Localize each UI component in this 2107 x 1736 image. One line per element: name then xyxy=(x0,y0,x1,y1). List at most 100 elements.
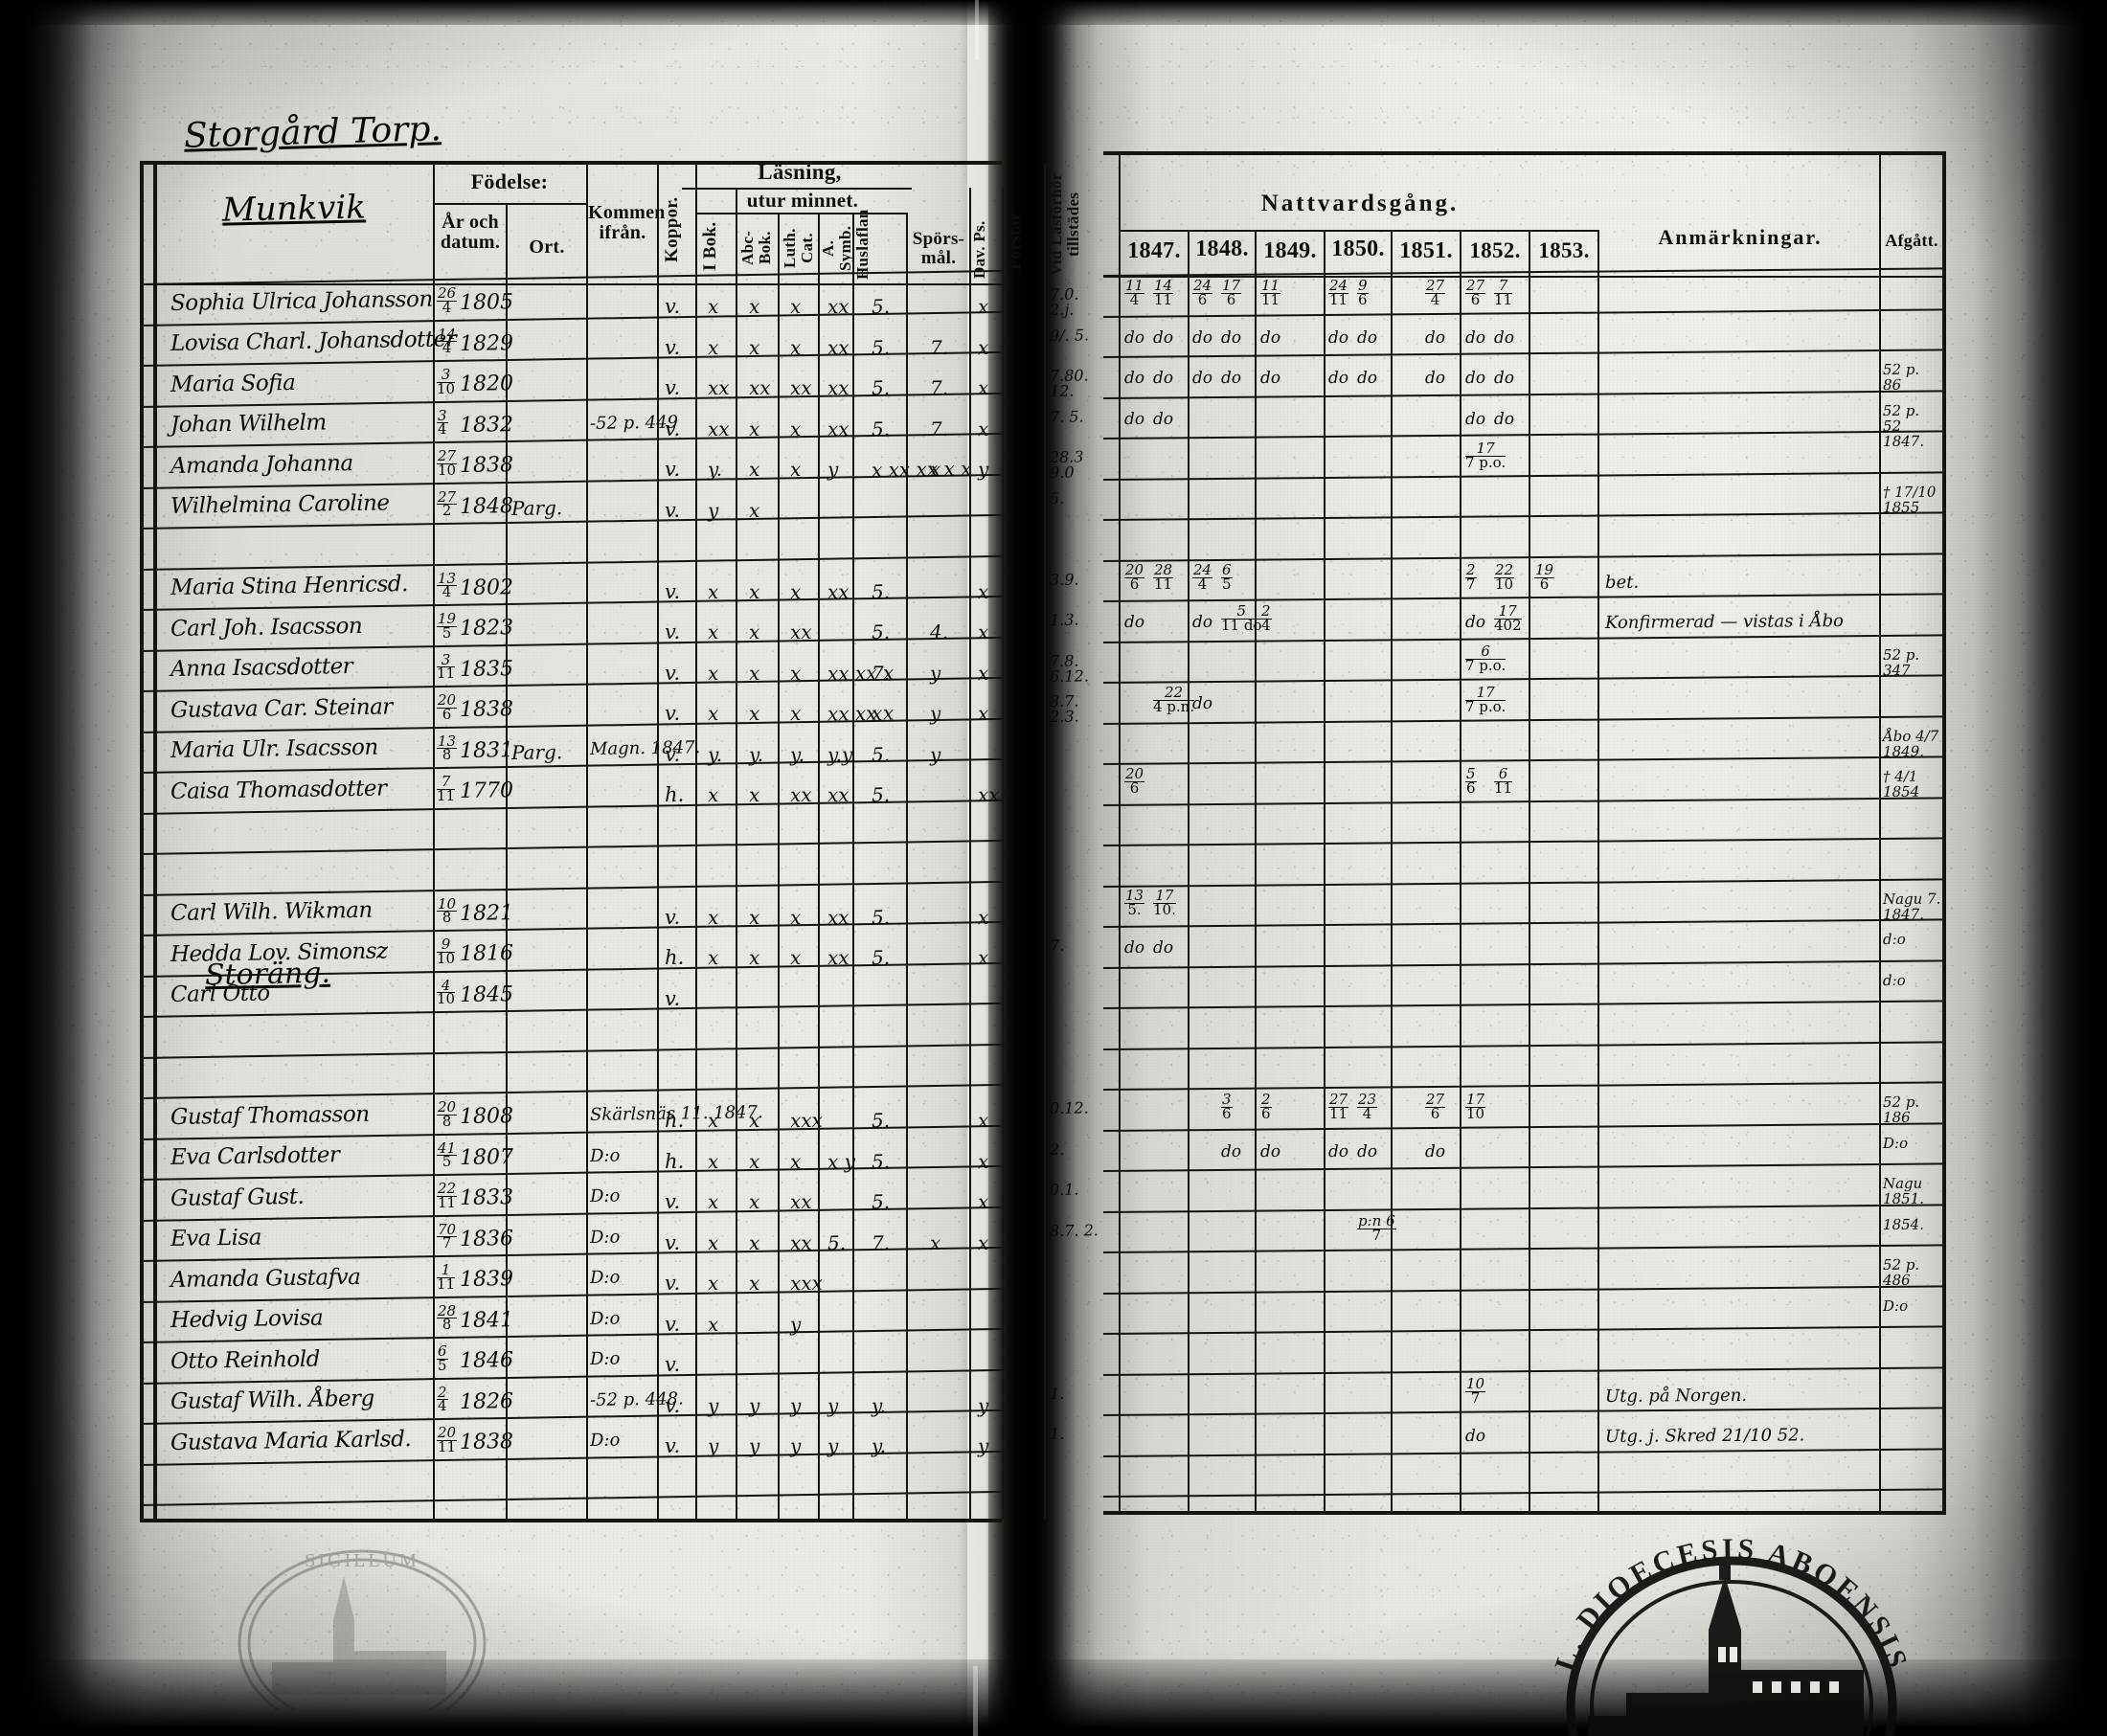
row-rule xyxy=(1102,552,1946,562)
row-rule xyxy=(1102,755,1946,765)
birth-date-fraction: 14 4 xyxy=(437,325,458,357)
page-gutter-shadow xyxy=(985,0,1076,1736)
reading-mark: 5. xyxy=(871,335,891,359)
lasforhor-attendance: 0.12. xyxy=(1049,1098,1089,1117)
reading-mark: x xyxy=(748,1189,760,1214)
communion-date: 20 6 xyxy=(1124,764,1145,797)
reading-mark: x xyxy=(707,1189,719,1214)
reading-mark: y xyxy=(827,1393,839,1417)
header-birth-year: År och datum. xyxy=(440,212,501,253)
reading-mark: xx xyxy=(827,945,850,970)
reading-mark: x xyxy=(977,661,989,685)
lasforhor-attendance: 1. xyxy=(1049,1384,1065,1403)
reading-mark: x xyxy=(748,620,760,644)
birth-date-fraction: 20 11 xyxy=(437,1424,458,1455)
reading-mark: x xyxy=(789,945,802,970)
header-utur-minnet: utur minnet. xyxy=(746,189,859,212)
reading-mark: y xyxy=(789,1393,802,1417)
lasforhor-attendance: 8.7. 2.3. xyxy=(1049,691,1079,726)
row-rule xyxy=(1102,470,1946,481)
communion-ditto: do xyxy=(1464,368,1486,388)
communion-date: 7 11 xyxy=(1494,277,1513,308)
reading-mark: xx xyxy=(827,417,850,440)
village-label: Munkvik xyxy=(221,188,367,230)
reading-mark: x xyxy=(789,335,802,359)
birth-date-fraction: 41 5 xyxy=(437,1139,458,1171)
reading-mark: x xyxy=(748,294,760,319)
smallpox-mark: v. xyxy=(664,417,681,440)
birth-year: 1820 xyxy=(459,372,514,396)
communion-date: 27 6 xyxy=(1465,277,1486,308)
birth-date-fraction: 70 7 xyxy=(437,1220,458,1252)
row-rule xyxy=(1102,1407,1946,1416)
smallpox-mark: v. xyxy=(664,661,681,685)
departed-note: Nagu 1851. xyxy=(1882,1174,1925,1207)
communion-ditto: do xyxy=(1356,1141,1378,1161)
year-label-1851: 1851. xyxy=(1399,238,1453,263)
reading-mark: x xyxy=(748,701,760,726)
birth-year: 1845 xyxy=(459,981,514,1007)
reading-mark: xx xyxy=(707,417,730,440)
table-bottom-rule-right xyxy=(1103,1511,1946,1515)
communion-ditto: do xyxy=(1259,327,1281,348)
reading-mark: 7. xyxy=(871,661,891,685)
row-name: Gustava Maria Karlsd. xyxy=(170,1426,412,1455)
reading-mark: x xyxy=(707,1230,719,1254)
row-name: Carl Joh. Isacsson xyxy=(170,613,363,642)
departed-note: 52 p. 52 1847. xyxy=(1882,401,1925,449)
reading-mark: y. xyxy=(748,742,764,766)
communion-ditto: do xyxy=(1220,1141,1242,1161)
col-rule-smallpox-end xyxy=(695,163,697,1519)
reading-mark: x xyxy=(707,1312,719,1336)
reading-mark: xx xyxy=(789,375,812,400)
reading-mark: x xyxy=(789,1149,802,1173)
communion-ditto: do xyxy=(1123,368,1145,388)
communion-ditto: do xyxy=(1152,937,1174,958)
row-rule xyxy=(1102,1284,1946,1295)
reading-mark: y xyxy=(707,498,719,522)
row-rule xyxy=(1102,1203,1946,1213)
nattvard-underline xyxy=(1119,230,1597,232)
smallpox-mark: v. xyxy=(664,620,681,643)
remark-note: Utg. j. Skred 21/10 52. xyxy=(1604,1425,1805,1447)
lasforhor-attendance: 1. xyxy=(1049,1424,1065,1443)
reading-mark: 5. xyxy=(871,375,891,400)
archive-seal-right: L. DIOECESIS ABOENSIS xyxy=(1530,1524,1933,1736)
communion-ditto: do xyxy=(1424,327,1446,348)
reading-mark: x xyxy=(977,905,989,929)
communion-date: 14 11 xyxy=(1153,277,1174,308)
departed-note: 52 p. 86 xyxy=(1882,360,1920,394)
birth-year: 1808 xyxy=(459,1104,514,1129)
reading-mark: xx xyxy=(789,620,812,644)
row-rule xyxy=(1102,674,1946,684)
page-title-heading: Storgård Torp. xyxy=(183,109,442,156)
communion-date: 17 6 xyxy=(1221,277,1242,308)
smallpox-mark: v. xyxy=(664,1271,681,1295)
departed-note: Nagu 7. 1847. xyxy=(1882,890,1941,923)
year-label-1852: 1852. xyxy=(1469,238,1521,262)
reading-mark: y xyxy=(707,1393,719,1417)
row-rule xyxy=(1102,1488,1946,1498)
reading-mark: y xyxy=(827,457,839,482)
reading-mark: x xyxy=(977,335,989,359)
reading-mark: x xyxy=(748,498,760,522)
reading-mark: y xyxy=(929,701,941,726)
communion-date: 27 6 xyxy=(1425,1090,1446,1122)
departed-note: Åbo 4/7 1849. xyxy=(1882,727,1939,760)
moved-from: D:o xyxy=(589,1185,621,1206)
header-birth-place: Ort. xyxy=(529,237,565,258)
header-moved-from: Kommen ifrån. xyxy=(588,202,666,243)
reading-mark: x xyxy=(748,579,760,603)
row-rule xyxy=(1102,593,1946,602)
col-rule-asymb-end xyxy=(852,213,854,1519)
birth-date-fraction: 26 4 xyxy=(437,284,458,316)
col-rule-abc-end xyxy=(778,213,780,1519)
reading-mark: 5. xyxy=(871,1189,891,1214)
moved-from: D:o xyxy=(589,1227,621,1248)
row-rule xyxy=(139,1490,1002,1506)
reading-mark: x xyxy=(748,1108,760,1133)
communion-ditto: do xyxy=(1327,1141,1349,1161)
col-rule-remarks-end xyxy=(1879,153,1881,1513)
birth-date-fraction: 27 10 xyxy=(437,447,458,479)
row-name: Wilhelmina Caroline xyxy=(170,490,390,520)
